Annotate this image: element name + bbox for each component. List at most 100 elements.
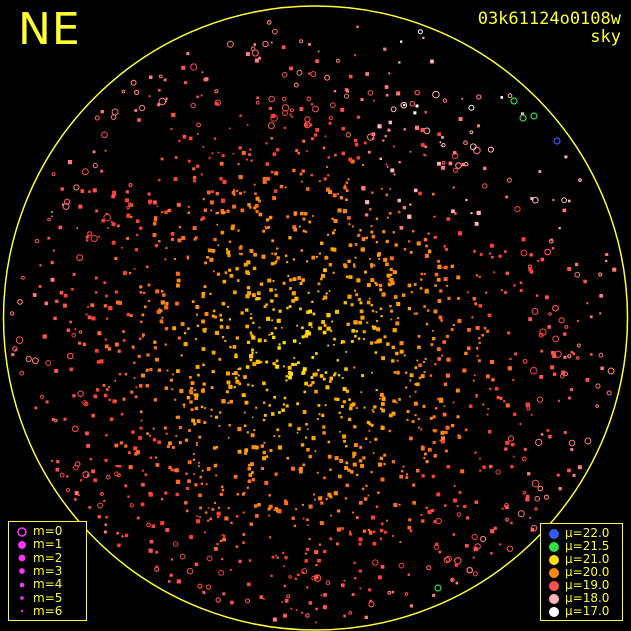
star-marker — [54, 369, 59, 373]
star-marker — [365, 484, 368, 487]
star-marker — [269, 107, 272, 110]
star-marker — [446, 465, 450, 469]
star-marker — [92, 188, 97, 193]
star-marker — [172, 373, 175, 376]
star-marker — [406, 473, 409, 476]
star-marker — [567, 267, 572, 271]
star-marker — [97, 502, 104, 509]
star-marker — [141, 482, 145, 487]
star-marker — [272, 280, 275, 282]
star-marker — [442, 340, 446, 344]
star-marker — [345, 351, 348, 353]
star-marker — [300, 443, 305, 447]
star-marker — [570, 448, 574, 451]
star-marker — [139, 426, 143, 430]
star-marker — [221, 210, 225, 215]
star-marker — [201, 347, 206, 351]
star-marker — [196, 95, 199, 99]
star-marker — [285, 379, 288, 382]
star-marker — [343, 264, 348, 269]
star-marker — [275, 364, 280, 369]
star-marker — [82, 342, 86, 346]
star-marker — [473, 146, 481, 155]
star-marker — [464, 351, 468, 356]
star-marker — [425, 506, 428, 509]
star-marker — [446, 284, 449, 287]
star-marker — [193, 473, 195, 475]
star-marker — [339, 431, 341, 433]
star-marker — [235, 336, 239, 340]
star-marker — [85, 431, 89, 436]
star-marker — [482, 403, 485, 406]
star-marker — [537, 396, 544, 403]
star-marker — [442, 266, 445, 269]
star-marker — [327, 440, 331, 444]
star-marker — [297, 427, 301, 431]
star-marker — [552, 372, 557, 376]
star-marker — [505, 195, 508, 199]
star-marker — [605, 253, 609, 256]
star-marker — [94, 115, 100, 121]
star-marker — [155, 565, 158, 568]
star-marker — [545, 295, 549, 300]
star-marker — [74, 328, 77, 330]
star-marker — [95, 276, 98, 279]
star-marker — [388, 279, 390, 281]
star-marker — [387, 590, 392, 595]
star-marker — [374, 341, 377, 344]
star-marker — [338, 411, 341, 414]
star-marker — [390, 318, 393, 321]
star-marker — [386, 273, 391, 278]
star-marker — [330, 329, 333, 332]
star-marker — [475, 326, 480, 330]
star-marker — [274, 472, 278, 476]
star-marker — [165, 247, 168, 249]
star-marker — [283, 126, 286, 129]
star-marker — [349, 530, 352, 533]
star-marker — [137, 354, 141, 358]
star-marker — [243, 424, 247, 427]
star-marker — [271, 412, 275, 416]
star-marker — [144, 473, 148, 476]
star-marker — [534, 507, 538, 511]
star-marker — [567, 354, 572, 359]
star-marker — [111, 194, 115, 199]
star-marker — [255, 406, 258, 409]
star-marker — [333, 219, 338, 223]
star-marker — [65, 488, 71, 493]
star-marker — [412, 230, 415, 233]
star-marker — [531, 307, 539, 315]
star-marker — [262, 381, 266, 386]
star-marker — [372, 452, 375, 454]
star-marker — [483, 327, 487, 330]
star-marker — [302, 463, 306, 467]
star-marker — [164, 491, 168, 495]
star-marker — [194, 338, 198, 341]
star-marker — [217, 151, 220, 154]
star-marker — [244, 400, 249, 405]
star-marker — [232, 345, 237, 349]
star-marker — [242, 533, 246, 536]
star-marker — [553, 137, 561, 145]
star-marker — [299, 307, 302, 311]
star-marker — [63, 293, 68, 298]
star-marker — [493, 271, 496, 274]
star-marker — [363, 141, 367, 145]
star-marker — [230, 521, 233, 525]
star-marker — [380, 187, 383, 190]
star-marker — [348, 74, 353, 79]
star-marker — [304, 123, 308, 127]
star-marker — [200, 405, 204, 409]
star-marker — [242, 541, 245, 544]
star-marker — [414, 390, 417, 393]
brightness-legend-label: μ=20.0 — [565, 565, 610, 579]
star-marker — [558, 487, 562, 491]
star-marker — [350, 303, 354, 307]
star-marker — [201, 294, 205, 299]
star-marker — [214, 99, 222, 106]
star-marker — [466, 516, 470, 520]
star-marker — [234, 354, 238, 359]
star-marker — [160, 300, 165, 305]
star-marker — [286, 306, 289, 310]
